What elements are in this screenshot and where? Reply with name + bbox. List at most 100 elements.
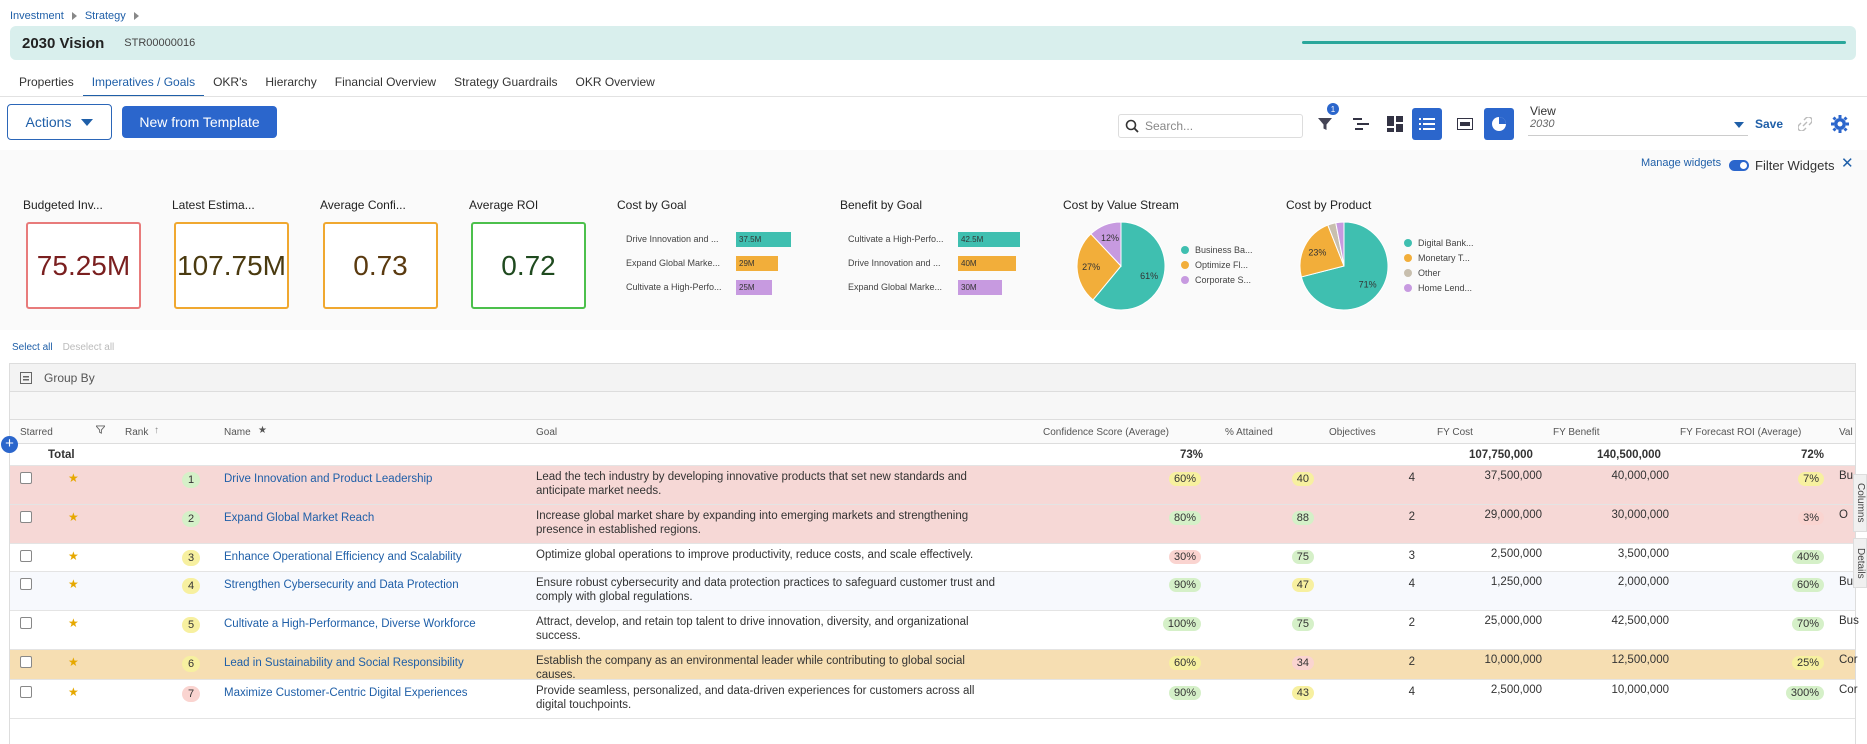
bar[interactable]: 30M <box>958 280 1002 295</box>
pie-slice[interactable] <box>1299 224 1345 278</box>
goal-name-link[interactable]: Lead in Sustainability and Social Respon… <box>224 657 464 669</box>
tab-strategy-guardrails[interactable]: Strategy Guardrails <box>454 75 558 89</box>
star-icon[interactable]: ★ <box>68 577 79 591</box>
pie-slice[interactable] <box>1076 233 1122 301</box>
manage-widgets-link[interactable]: Manage widgets <box>1641 157 1722 169</box>
goal-description: Establish the company as an environmenta… <box>536 655 965 681</box>
bar[interactable]: 40M <box>958 256 1016 271</box>
new-from-template-button[interactable]: New from Template <box>122 106 277 138</box>
settings-button[interactable] <box>1825 108 1855 140</box>
star-icon[interactable]: ★ <box>68 471 79 485</box>
star-icon[interactable]: ★ <box>68 685 79 699</box>
legend-item[interactable]: Monetary T... <box>1404 253 1470 263</box>
col-objectives[interactable]: Objectives <box>1329 427 1376 438</box>
goal-name-link[interactable]: Enhance Operational Efficiency and Scala… <box>224 551 462 563</box>
bar[interactable]: 29M <box>736 256 778 271</box>
breadcrumb-strategy[interactable]: Strategy <box>84 10 126 22</box>
legend-item[interactable]: Home Lend... <box>1404 283 1472 293</box>
chevron-down-icon <box>1734 122 1744 128</box>
filter-button[interactable]: 1 <box>1310 103 1340 140</box>
bar[interactable]: 25M <box>736 280 772 295</box>
widgets-toggle-button[interactable] <box>1484 108 1514 140</box>
col-value-stream[interactable]: Val <box>1839 427 1853 438</box>
legend-item[interactable]: Digital Bank... <box>1404 238 1474 248</box>
row-checkbox[interactable] <box>20 472 32 484</box>
selection-links: Select all Deselect all <box>12 342 114 353</box>
col-rank[interactable]: Rank <box>125 427 149 438</box>
columns-side-tab[interactable]: Columns <box>1853 474 1867 532</box>
breadcrumb-investment[interactable]: Investment <box>10 10 64 22</box>
select-all-link[interactable]: Select all <box>12 342 53 353</box>
star-icon[interactable]: ★ <box>68 549 79 563</box>
col-fy-forecast-roi[interactable]: FY Forecast ROI (Average) <box>1680 427 1802 438</box>
goal-name-link[interactable]: Cultivate a High-Performance, Diverse Wo… <box>224 618 476 630</box>
legend-item[interactable]: Corporate S... <box>1181 275 1251 285</box>
col-starred[interactable]: Starred <box>20 427 53 438</box>
add-row-button[interactable]: + <box>1 436 18 453</box>
rank-badge: 2 <box>182 511 200 527</box>
rank-badge: 6 <box>182 656 200 672</box>
search-box[interactable]: Search... <box>1118 114 1303 138</box>
table-row[interactable]: ★ 5 Cultivate a High-Performance, Divers… <box>10 611 1859 650</box>
tab-okr-overview[interactable]: OKR Overview <box>575 75 655 89</box>
legend-item[interactable]: Other <box>1404 268 1441 278</box>
row-checkbox[interactable] <box>20 578 32 590</box>
group-by-bar[interactable]: Group By <box>10 364 1855 392</box>
table-row[interactable]: ★ 6 Lead in Sustainability and Social Re… <box>10 650 1858 681</box>
goal-name-link[interactable]: Maximize Customer-Centric Digital Experi… <box>224 687 468 699</box>
list-view-button[interactable] <box>1412 108 1442 140</box>
board-view-button[interactable] <box>1380 108 1410 140</box>
star-icon[interactable]: ★ <box>68 655 79 669</box>
goal-name-link[interactable]: Drive Innovation and Product Leadership <box>224 473 433 485</box>
tab-hierarchy[interactable]: Hierarchy <box>265 75 317 89</box>
tab-imperatives-goals[interactable]: Imperatives / Goals <box>82 71 205 97</box>
pie-slice[interactable] <box>1092 221 1166 311</box>
search-input[interactable]: Search... <box>1145 119 1194 133</box>
star-icon[interactable]: ★ <box>68 510 79 524</box>
col-fy-cost[interactable]: FY Cost <box>1437 427 1473 438</box>
col-attained[interactable]: % Attained <box>1225 427 1273 438</box>
col-goal[interactable]: Goal <box>536 427 558 438</box>
row-checkbox[interactable] <box>20 511 32 523</box>
value-stream-cell: O <box>1839 509 1848 521</box>
bar[interactable]: 37.5M <box>736 232 791 247</box>
table-row[interactable]: ★ 7 Maximize Customer-Centric Digital Ex… <box>10 680 1858 719</box>
legend-item[interactable]: Optimize Fl... <box>1181 260 1248 270</box>
table-row[interactable]: ★ 2 Expand Global Market Reach Increase … <box>10 505 1855 544</box>
view-select[interactable]: 2030 <box>1528 118 1748 136</box>
pie-slice[interactable] <box>1335 221 1345 267</box>
row-checkbox[interactable] <box>20 550 32 562</box>
tab-okrs[interactable]: OKR's <box>213 75 248 89</box>
row-checkbox[interactable] <box>20 656 32 668</box>
row-checkbox[interactable] <box>20 617 32 629</box>
bar[interactable]: 42.5M <box>958 232 1020 247</box>
details-side-tab[interactable]: Details <box>1853 538 1867 588</box>
legend-label: Corporate S... <box>1195 275 1252 285</box>
tab-properties[interactable]: Properties <box>19 75 74 89</box>
gantt-view-button[interactable] <box>1346 108 1376 140</box>
col-name[interactable]: Name <box>224 427 251 438</box>
list-icon <box>1419 118 1435 130</box>
save-view-button[interactable]: Save <box>1755 117 1784 131</box>
pie-slice[interactable] <box>1090 221 1122 268</box>
close-icon[interactable]: ✕ <box>1841 155 1854 172</box>
table-row[interactable]: ★ 3 Enhance Operational Efficiency and S… <box>10 544 1855 572</box>
table-row[interactable]: ★ 4 Strengthen Cybersecurity and Data Pr… <box>10 572 1859 611</box>
filter-widgets-toggle[interactable] <box>1729 160 1749 171</box>
row-checkbox[interactable] <box>20 686 32 698</box>
goal-name-link[interactable]: Strengthen Cybersecurity and Data Protec… <box>224 579 459 591</box>
legend-item[interactable]: Business Ba... <box>1181 245 1253 255</box>
table-row[interactable]: ★ 1 Drive Innovation and Product Leaders… <box>10 466 1855 505</box>
card-view-button[interactable] <box>1450 108 1480 140</box>
tab-financial-overview[interactable]: Financial Overview <box>334 75 437 89</box>
actions-button[interactable]: Actions <box>7 104 112 140</box>
goal-name-link[interactable]: Expand Global Market Reach <box>224 512 375 524</box>
value-stream-cell: Bus <box>1839 615 1859 627</box>
star-icon[interactable]: ★ <box>68 616 79 630</box>
objectives-count: 4 <box>1408 686 1415 698</box>
col-fy-benefit[interactable]: FY Benefit <box>1553 427 1600 438</box>
col-confidence[interactable]: Confidence Score (Average) <box>1043 427 1169 438</box>
pie-slice[interactable] <box>1300 221 1389 311</box>
link-button[interactable] <box>1790 108 1820 140</box>
filter-icon[interactable] <box>94 425 107 437</box>
